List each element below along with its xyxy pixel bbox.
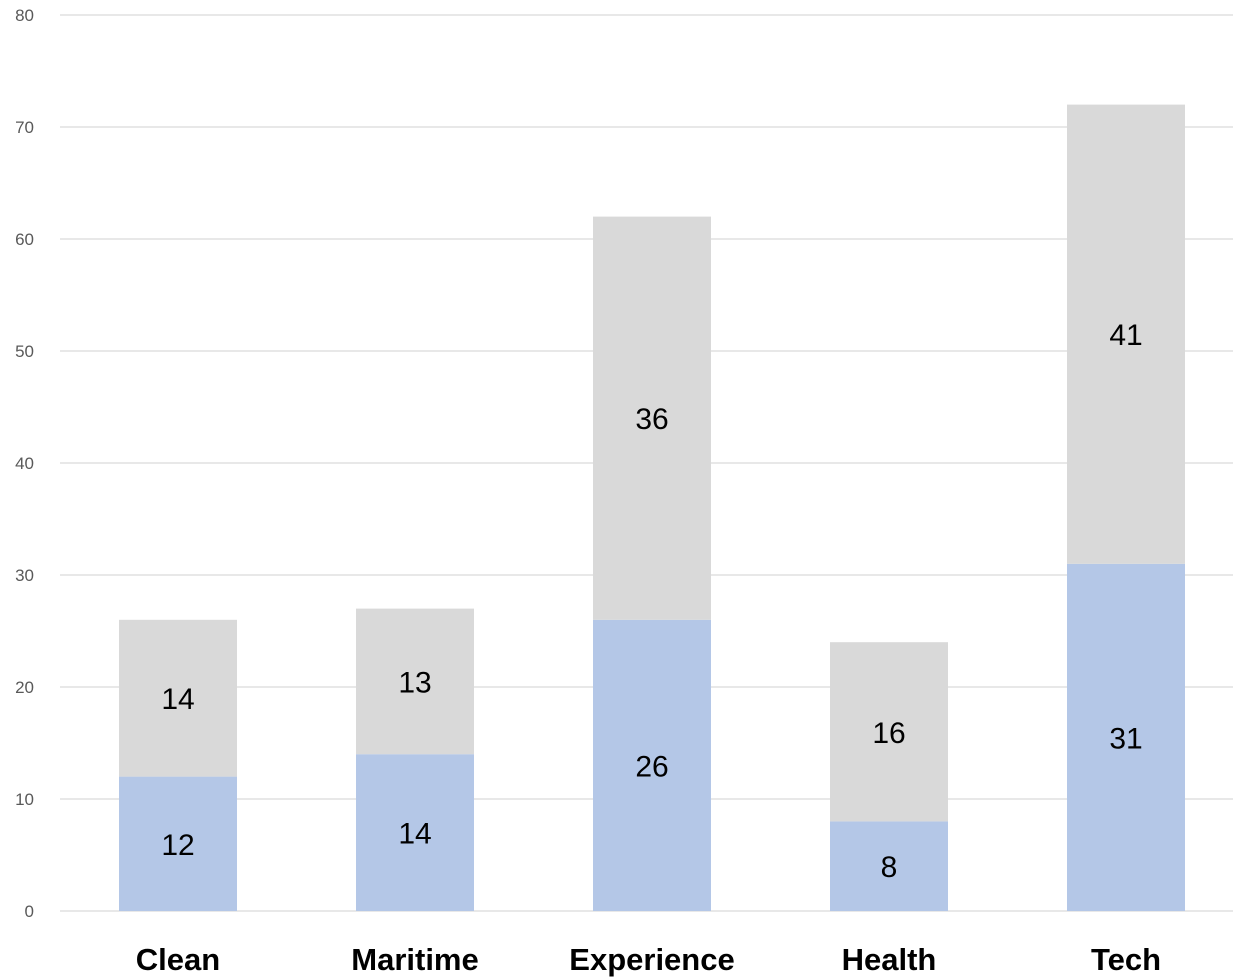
data-labels: 12 14 14 13 26 36 8 16 31 41 xyxy=(161,319,1142,884)
bar-maritime-segment-1 xyxy=(356,754,474,911)
bar-tech-segment-1 xyxy=(1067,563,1185,911)
bars xyxy=(119,104,1185,911)
x-category-label: Health xyxy=(842,942,937,977)
y-tick-label: 60 xyxy=(15,230,34,249)
y-tick-label: 0 xyxy=(25,902,34,921)
data-label: 13 xyxy=(398,666,431,699)
bar-health-segment-2 xyxy=(830,642,948,822)
data-label: 36 xyxy=(635,403,668,436)
data-label: 14 xyxy=(398,818,431,851)
bar-clean-segment-2 xyxy=(119,619,237,777)
data-label: 8 xyxy=(881,851,898,884)
bar-experience-segment-2 xyxy=(593,216,711,620)
x-category-label: Tech xyxy=(1091,942,1161,977)
data-label: 31 xyxy=(1109,722,1142,755)
bar-experience-segment-1 xyxy=(593,619,711,911)
data-label: 12 xyxy=(161,829,194,862)
bar-tech-segment-2 xyxy=(1067,104,1185,564)
y-tick-label: 40 xyxy=(15,454,34,473)
y-tick-label: 20 xyxy=(15,678,34,697)
y-tick-label: 70 xyxy=(15,118,34,137)
bar-clean-segment-1 xyxy=(119,776,237,911)
y-tick-label: 50 xyxy=(15,342,34,361)
bar-maritime-segment-2 xyxy=(356,608,474,755)
x-category-label: Experience xyxy=(569,942,734,977)
y-axis-tick-labels: 0 10 20 30 40 50 60 70 80 xyxy=(15,6,34,921)
y-tick-label: 30 xyxy=(15,566,34,585)
data-label: 16 xyxy=(872,717,905,750)
x-category-label: Clean xyxy=(136,942,220,977)
x-axis-category-labels: Clean Maritime Experience Health Tech xyxy=(136,942,1161,977)
x-category-label: Maritime xyxy=(351,942,478,977)
data-label: 26 xyxy=(635,750,668,783)
y-tick-label: 10 xyxy=(15,790,34,809)
data-label: 14 xyxy=(161,683,194,716)
bar-health-segment-1 xyxy=(830,821,948,911)
data-label: 41 xyxy=(1109,319,1142,352)
y-tick-label: 80 xyxy=(15,6,34,25)
